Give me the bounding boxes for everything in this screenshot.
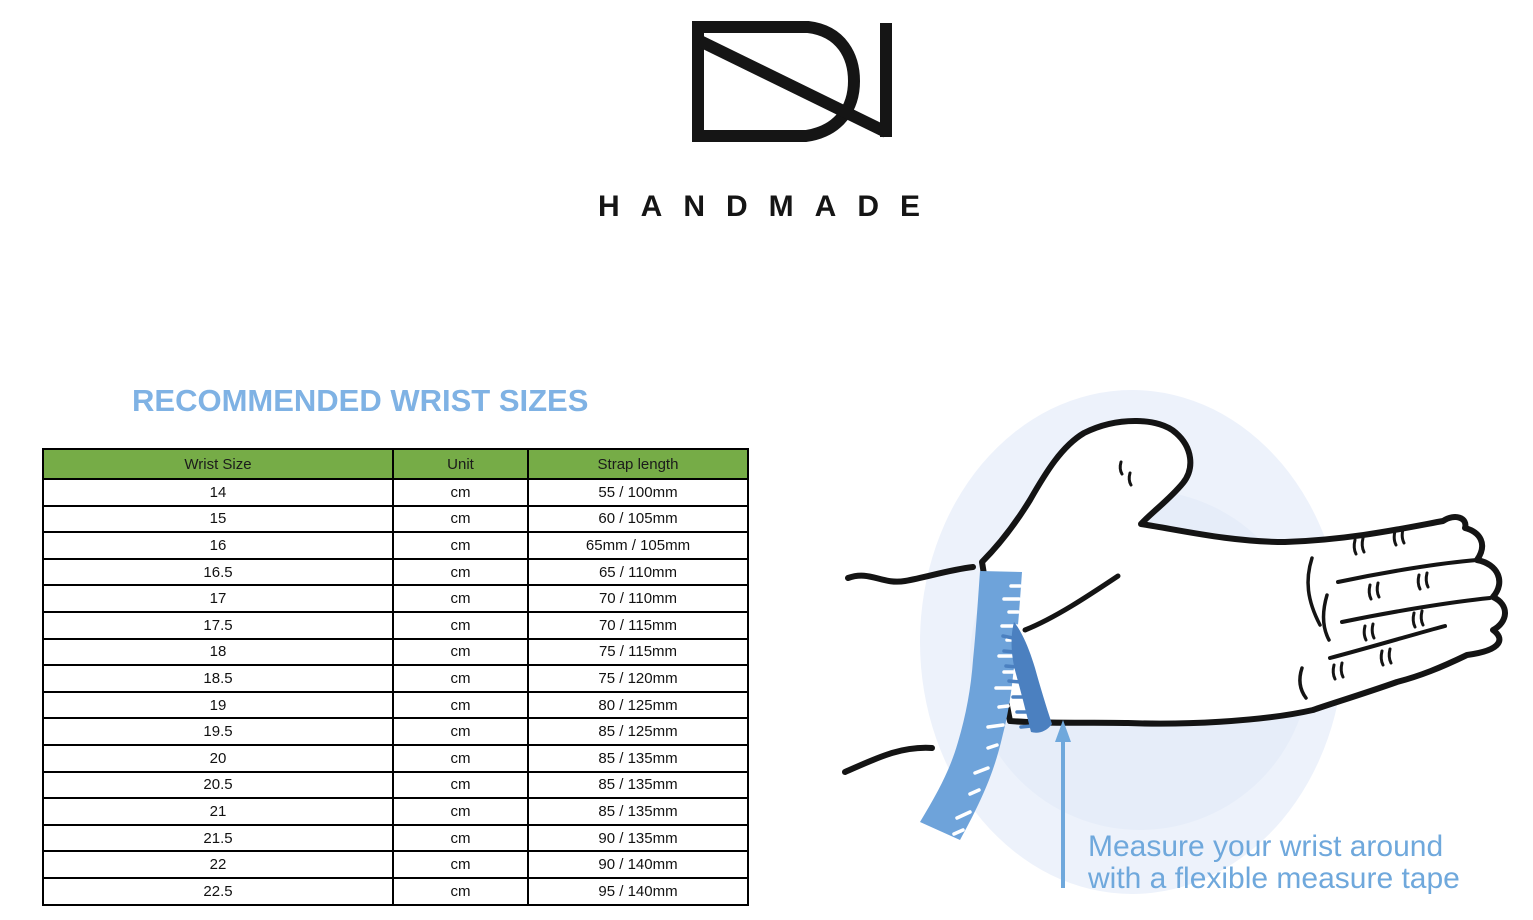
- table-cell: 18.5: [42, 664, 394, 693]
- palm-crease-line: [1022, 573, 1121, 633]
- tape-end-tick-marks: [1001, 634, 1033, 729]
- caption-line-2: with a flexible measure tape: [1087, 862, 1460, 895]
- table-cell: 55 / 100mm: [527, 478, 749, 507]
- table-cell: 85 / 135mm: [527, 770, 749, 800]
- table-cell: 90 / 140mm: [527, 850, 749, 879]
- table-cell: 70 / 110mm: [527, 584, 749, 613]
- table-row: 16.5 cm 65 / 110mm: [42, 557, 749, 587]
- wrist-size-table: Wrist Size Unit Strap length 14 cm 55 / 10…: [42, 448, 749, 906]
- table-cell: cm: [392, 770, 529, 800]
- table-header-row: Wrist Size Unit Strap length: [42, 448, 749, 480]
- table-cell: 20: [42, 743, 394, 773]
- table-cell: cm: [392, 610, 529, 640]
- finger-lines: [1328, 558, 1492, 660]
- table-cell: cm: [392, 823, 529, 853]
- column-header-wrist-size: Wrist Size: [42, 448, 394, 480]
- table-cell: 16.5: [42, 557, 394, 587]
- table-cell: 17: [42, 584, 394, 613]
- tape-tick-marks: [952, 584, 1022, 836]
- table-row: 20 cm 85 / 135mm: [42, 743, 749, 773]
- logo-n-diagonal: [697, 35, 889, 138]
- table-row: 21.5 cm 90 / 135mm: [42, 823, 749, 853]
- table-row: 17 cm 70 / 110mm: [42, 584, 749, 613]
- table-row: 20.5 cm 85 / 135mm: [42, 770, 749, 800]
- table-cell: cm: [392, 850, 529, 879]
- table-cell: cm: [392, 743, 529, 773]
- table-row: 18.5 cm 75 / 120mm: [42, 664, 749, 693]
- caption-line-1: Measure your wrist around: [1088, 830, 1443, 863]
- table-row: 22 cm 90 / 140mm: [42, 850, 749, 879]
- table-cell: 90 / 135mm: [527, 823, 749, 853]
- table-cell: 80 / 125mm: [527, 690, 749, 720]
- arrow-up-icon: [1055, 720, 1071, 888]
- table-cell: 65mm / 105mm: [527, 531, 749, 560]
- table-cell: 85 / 125mm: [527, 717, 749, 746]
- knuckle-tick-marks: [1118, 460, 1430, 681]
- table-cell: 22: [42, 850, 394, 879]
- table-cell: 21: [42, 797, 394, 826]
- table-row: 19.5 cm 85 / 125mm: [42, 717, 749, 746]
- wrist-measurement-illustration: Measure your wrist around with a flexibl…: [842, 390, 1508, 895]
- table-cell: cm: [392, 797, 529, 826]
- table-cell: 20.5: [42, 770, 394, 800]
- table-cell: 85 / 135mm: [527, 743, 749, 773]
- table-cell: 21.5: [42, 823, 394, 853]
- table-cell: cm: [392, 690, 529, 720]
- wrist-wrinkle-lines: [1298, 556, 1331, 700]
- table-cell: 22.5: [42, 876, 394, 906]
- table-cell: cm: [392, 557, 529, 587]
- table-cell: 95 / 140mm: [527, 876, 749, 906]
- table-cell: 19.5: [42, 717, 394, 746]
- table-cell: 70 / 115mm: [527, 610, 749, 640]
- table-cell: cm: [392, 637, 529, 667]
- table-cell: cm: [392, 664, 529, 693]
- brand-name: HANDMADE: [598, 190, 941, 223]
- table-row: 18 cm 75 / 115mm: [42, 637, 749, 667]
- table-cell: cm: [392, 876, 529, 906]
- table-cell: 75 / 115mm: [527, 637, 749, 667]
- table-cell: 65 / 110mm: [527, 557, 749, 587]
- table-cell: cm: [392, 478, 529, 507]
- table-row: 14 cm 55 / 100mm: [42, 478, 749, 507]
- table-cell: 60 / 105mm: [527, 504, 749, 534]
- table-row: 19 cm 80 / 125mm: [42, 690, 749, 720]
- logo-d-shape: [692, 21, 861, 142]
- table-cell: 75 / 120mm: [527, 664, 749, 693]
- forearm-bottom-line: [842, 744, 935, 775]
- table-cell: cm: [392, 584, 529, 613]
- table-cell: 18: [42, 637, 394, 667]
- page-title: RECOMMENDED WRIST SIZES: [132, 383, 589, 418]
- table-cell: 85 / 135mm: [527, 797, 749, 826]
- table-cell: 17.5: [42, 610, 394, 640]
- measuring-tape-end: [1011, 622, 1052, 733]
- table-row: 16 cm 65mm / 105mm: [42, 531, 749, 560]
- table-cell: cm: [392, 504, 529, 534]
- table-row: 15 cm 60 / 105mm: [42, 504, 749, 534]
- table-row: 21 cm 85 / 135mm: [42, 797, 749, 826]
- brand-logo-dn-monogram: DN: [692, 21, 892, 142]
- column-header-strap-length: Strap length: [527, 448, 749, 480]
- table-cell: 15: [42, 504, 394, 534]
- hand-outline: [979, 418, 1508, 727]
- table-cell: cm: [392, 717, 529, 746]
- forearm-top-line: [845, 564, 976, 585]
- column-header-unit: Unit: [392, 448, 529, 480]
- table-row: 17.5 cm 70 / 115mm: [42, 610, 749, 640]
- table-cell: 16: [42, 531, 394, 560]
- measuring-tape-band: [920, 571, 1022, 840]
- table-row: 22.5 cm 95 / 140mm: [42, 876, 749, 906]
- table-cell: cm: [392, 531, 529, 560]
- table-cell: 14: [42, 478, 394, 507]
- table-cell: 19: [42, 690, 394, 720]
